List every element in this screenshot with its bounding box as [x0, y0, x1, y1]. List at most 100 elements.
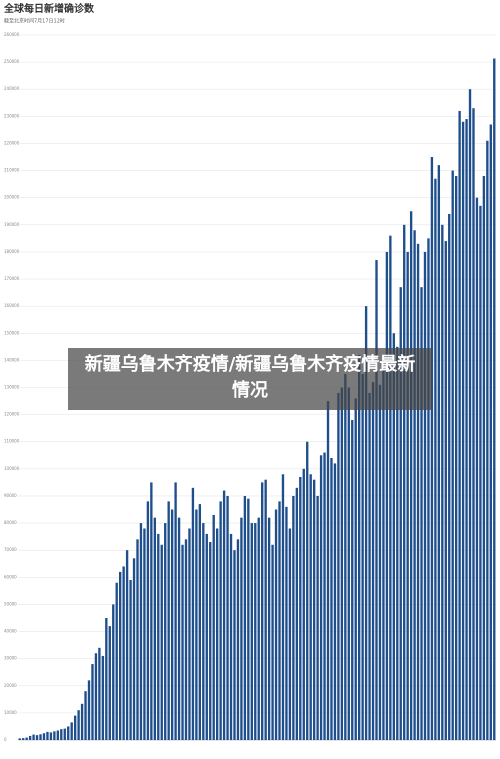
y-tick-label: 140000	[4, 357, 20, 362]
bar	[482, 176, 486, 740]
y-tick-label: 80000	[4, 520, 17, 525]
bar	[243, 495, 247, 740]
bar	[139, 523, 143, 740]
bar	[35, 735, 39, 740]
y-tick-label: 180000	[4, 249, 20, 254]
bar	[212, 514, 215, 740]
bar	[39, 734, 42, 740]
y-tick-label: 240000	[4, 86, 20, 91]
bar	[340, 387, 344, 740]
bar	[125, 550, 129, 740]
bar	[323, 452, 326, 740]
bar	[184, 539, 188, 740]
bar	[409, 211, 413, 740]
bar	[288, 528, 292, 740]
bar	[299, 476, 302, 740]
bar	[42, 733, 46, 740]
overlay-title: 新疆乌鲁木齐疫情/新疆乌鲁木齐疫情最新情况	[68, 348, 432, 410]
bar	[444, 241, 447, 741]
bar	[18, 738, 21, 740]
bar	[22, 738, 25, 740]
y-tick-label: 0	[4, 737, 7, 742]
bar	[233, 550, 236, 740]
bar	[198, 504, 202, 740]
bar	[399, 287, 402, 740]
bar	[226, 495, 229, 740]
bar	[112, 604, 115, 740]
bar	[129, 580, 132, 740]
y-tick-label: 170000	[4, 276, 20, 281]
bar	[240, 517, 243, 740]
bar	[371, 382, 375, 740]
bar	[63, 728, 66, 740]
bar	[347, 387, 350, 740]
bar	[157, 533, 160, 740]
bar	[70, 722, 73, 740]
bar	[191, 487, 195, 740]
y-tick-label: 190000	[4, 222, 20, 227]
bar	[493, 58, 496, 741]
bar	[122, 566, 125, 740]
bar	[46, 731, 49, 740]
bar	[229, 533, 233, 740]
bar	[56, 730, 60, 740]
bar	[132, 558, 136, 740]
bar	[285, 506, 288, 740]
bar	[302, 468, 305, 740]
y-tick-label: 200000	[4, 195, 20, 200]
bar	[392, 333, 395, 740]
bar	[403, 224, 406, 741]
bar	[489, 124, 492, 740]
bar	[319, 455, 323, 740]
bar	[108, 626, 111, 740]
bar	[451, 170, 454, 741]
bar	[264, 479, 267, 740]
bar	[312, 479, 316, 740]
y-tick-label: 60000	[4, 574, 17, 579]
bar	[209, 542, 212, 740]
bar	[101, 655, 105, 740]
bar	[465, 119, 468, 741]
bar	[344, 373, 347, 740]
bar	[115, 582, 118, 740]
y-tick-label: 130000	[4, 385, 20, 390]
bar	[150, 482, 153, 740]
bar	[49, 732, 53, 740]
bar	[468, 89, 472, 740]
y-tick-label: 210000	[4, 168, 20, 173]
bar	[177, 517, 181, 740]
y-tick-label: 30000	[4, 656, 17, 661]
bar	[219, 501, 222, 740]
bar	[53, 731, 56, 740]
y-tick-label: 100000	[4, 466, 20, 471]
bar	[25, 737, 28, 740]
y-tick-label: 40000	[4, 629, 17, 634]
bar	[267, 517, 271, 740]
y-tick-label: 260000	[4, 32, 20, 37]
bar	[389, 235, 392, 740]
y-tick-label: 90000	[4, 493, 17, 498]
bar	[416, 243, 420, 741]
bar	[396, 346, 399, 740]
bar	[170, 509, 174, 740]
bar	[98, 647, 101, 740]
bar	[202, 523, 205, 740]
bar	[361, 373, 364, 740]
bar	[257, 517, 260, 740]
bar	[479, 205, 482, 741]
bar	[337, 392, 340, 740]
bar	[378, 384, 382, 740]
bar	[143, 528, 146, 740]
bar	[406, 251, 409, 740]
bar	[472, 108, 475, 740]
bar	[146, 501, 150, 740]
y-tick-label: 10000	[4, 710, 17, 715]
bar	[281, 474, 285, 740]
bar	[420, 287, 423, 740]
bar	[368, 392, 371, 740]
bar	[441, 224, 444, 741]
bar	[427, 238, 430, 740]
bar	[486, 140, 489, 740]
